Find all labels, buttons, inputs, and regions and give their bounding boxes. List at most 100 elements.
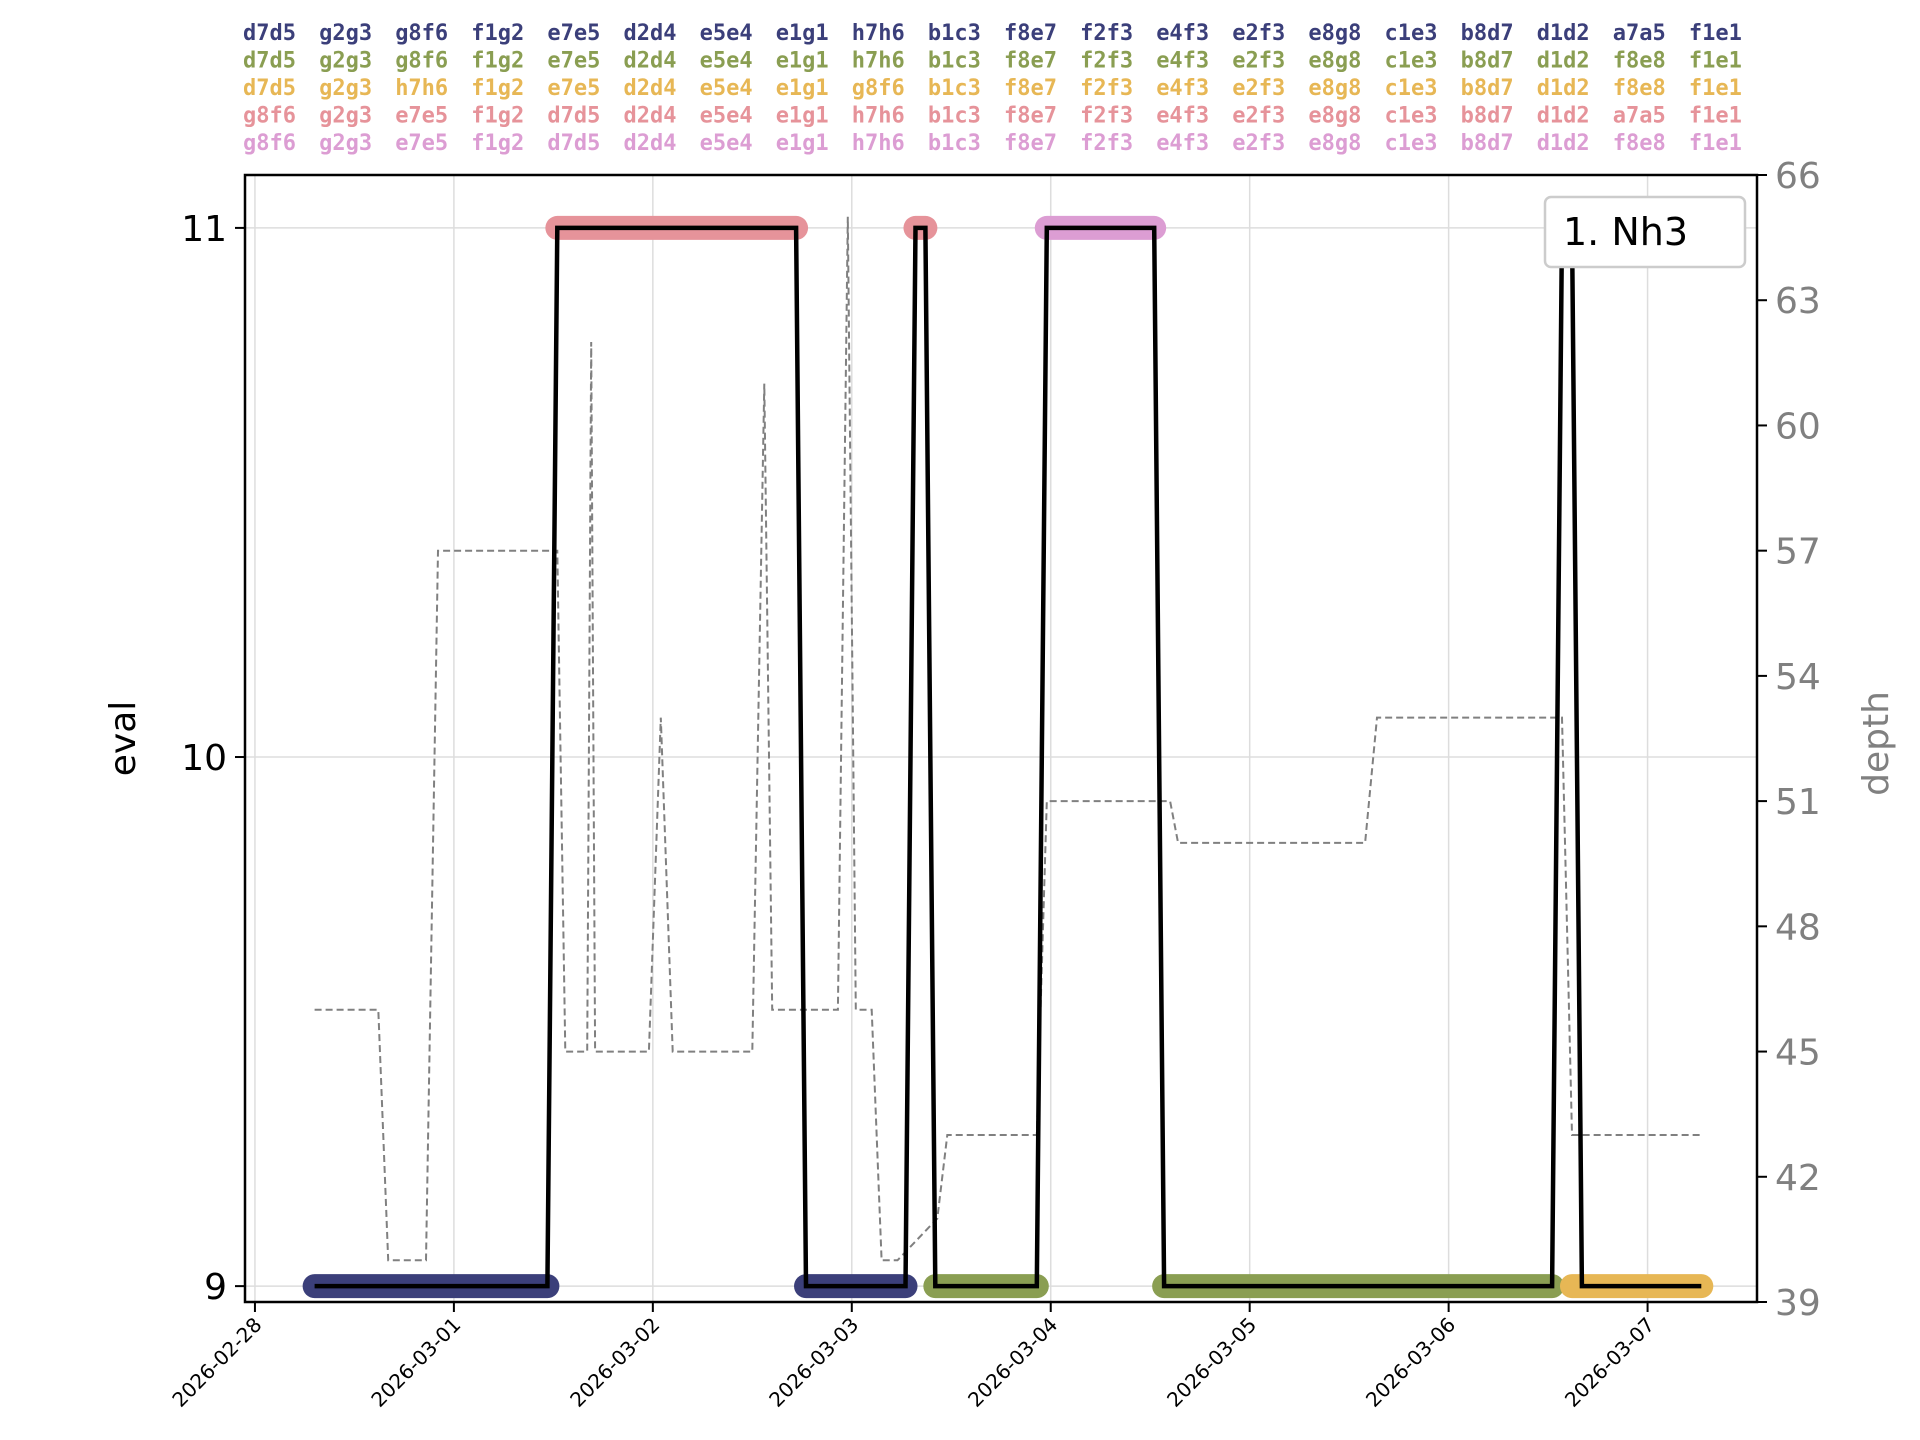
pv-move: e2f3 — [1232, 76, 1285, 101]
pv-move: e7e5 — [395, 131, 448, 156]
pv-move: e4f3 — [1156, 76, 1209, 101]
y2-tick-label: 66 — [1775, 156, 1821, 197]
pv-move: f1g2 — [471, 49, 524, 74]
pv-move: e4f3 — [1156, 104, 1209, 129]
pv-move: g2g3 — [319, 76, 372, 101]
legend-box — [1543, 195, 1747, 269]
pv-move: d1d2 — [1537, 104, 1590, 129]
pv-move: g2g3 — [319, 131, 372, 156]
pv-move: h7h6 — [852, 21, 905, 46]
pv-move: f2f3 — [1080, 21, 1133, 46]
pv-move: d2d4 — [624, 104, 677, 129]
pv-move: d2d4 — [624, 76, 677, 101]
y2-tick-label: 45 — [1775, 1033, 1821, 1074]
pv-move: g2g3 — [319, 21, 372, 46]
pv-move: g2g3 — [319, 104, 372, 129]
pv-move: f1g2 — [471, 21, 524, 46]
pv-move: b1c3 — [928, 76, 981, 101]
pv-move: f1g2 — [471, 131, 524, 156]
y-tick-label: 11 — [181, 209, 227, 250]
y2-tick-label: 51 — [1775, 782, 1821, 823]
pv-move: b1c3 — [928, 131, 981, 156]
pv-move: b8d7 — [1461, 49, 1514, 74]
pv-move: f1e1 — [1689, 76, 1742, 101]
pv-move: e7e5 — [547, 21, 600, 46]
pv-move: f8e8 — [1613, 49, 1666, 74]
pv-move: b8d7 — [1461, 21, 1514, 46]
pv-move: b8d7 — [1461, 131, 1514, 156]
pv-move: d7d5 — [243, 49, 296, 74]
y2-tick-label: 60 — [1775, 406, 1821, 447]
y2-tick-label: 54 — [1775, 657, 1821, 698]
pv-move: e8g8 — [1308, 21, 1361, 46]
pv-move: d7d5 — [243, 21, 296, 46]
pv-move: b1c3 — [928, 49, 981, 74]
pv-move: d7d5 — [243, 76, 296, 101]
pv-move: e1g1 — [776, 49, 829, 74]
pv-move: f8e7 — [1004, 104, 1057, 129]
y2-tick-label: 57 — [1775, 532, 1821, 573]
pv-move: c1e3 — [1385, 104, 1438, 129]
pv-move: d2d4 — [624, 49, 677, 74]
pv-move: g8f6 — [395, 49, 448, 74]
pv-move: e1g1 — [776, 76, 829, 101]
pv-move: f2f3 — [1080, 131, 1133, 156]
pv-move: f1g2 — [471, 76, 524, 101]
pv-move: e4f3 — [1156, 49, 1209, 74]
pv-move: d2d4 — [624, 131, 677, 156]
pv-move: h7h6 — [852, 49, 905, 74]
pv-move: e2f3 — [1232, 49, 1285, 74]
pv-move: g2g3 — [319, 49, 372, 74]
pv-move: d7d5 — [547, 104, 600, 129]
pv-move: g8f6 — [395, 21, 448, 46]
pv-move: e5e4 — [700, 49, 753, 74]
y-tick-label: 9 — [204, 1267, 227, 1308]
pv-move: e8g8 — [1308, 131, 1361, 156]
pv-move: d7d5 — [547, 131, 600, 156]
legend: 1. Nh3 — [1543, 195, 1747, 269]
pv-move: f1e1 — [1689, 104, 1742, 129]
pv-move: e5e4 — [700, 21, 753, 46]
pv-move: e5e4 — [700, 104, 753, 129]
pv-move: f1e1 — [1689, 49, 1742, 74]
pv-move: b8d7 — [1461, 76, 1514, 101]
pv-move: f8e7 — [1004, 49, 1057, 74]
pv-lines: d7d5 g2g3 g8f6 f1g2 e7e5 d2d4 e5e4 e1g1 h7h6 b1c3… — [243, 21, 1742, 156]
pv-move: e8g8 — [1308, 49, 1361, 74]
pv-move: h7h6 — [852, 104, 905, 129]
pv-move: e5e4 — [700, 131, 753, 156]
pv-move: f8e7 — [1004, 131, 1057, 156]
pv-move: e7e5 — [547, 76, 600, 101]
x-tick-label: 2026-03-03 — [764, 1313, 863, 1412]
depth-line — [314, 216, 1702, 1262]
pv-move: g8f6 — [243, 131, 296, 156]
pv-move: e5e4 — [700, 76, 753, 101]
pv-move: b1c3 — [928, 21, 981, 46]
pv-move: f8e8 — [1613, 131, 1666, 156]
pv-move: e2f3 — [1232, 131, 1285, 156]
pv-move: f1g2 — [471, 104, 524, 129]
plot-frame — [243, 173, 1759, 1304]
pv-move: e1g1 — [776, 131, 829, 156]
x-tick-label: 2026-03-07 — [1560, 1313, 1659, 1412]
y-axis-label: eval — [103, 701, 144, 777]
pv-move: e7e5 — [395, 104, 448, 129]
pv-move: d1d2 — [1537, 49, 1590, 74]
pv-move: c1e3 — [1385, 131, 1438, 156]
pv-move: f8e7 — [1004, 21, 1057, 46]
pv-move: e2f3 — [1232, 104, 1285, 129]
pv-move: c1e3 — [1385, 21, 1438, 46]
y2-axis-label: depth — [1856, 691, 1897, 796]
pv-move: f2f3 — [1080, 49, 1133, 74]
pv-move: b1c3 — [928, 104, 981, 129]
pv-move: e8g8 — [1308, 104, 1361, 129]
y2-tick-label: 63 — [1775, 281, 1821, 322]
pv-move: f2f3 — [1080, 104, 1133, 129]
depth-series — [314, 216, 1702, 1262]
pv-move: h7h6 — [395, 76, 448, 101]
y2-tick-label: 48 — [1775, 907, 1821, 948]
pv-move: e4f3 — [1156, 131, 1209, 156]
x-tick-label: 2026-02-28 — [167, 1313, 266, 1412]
pv-move: e4f3 — [1156, 21, 1209, 46]
